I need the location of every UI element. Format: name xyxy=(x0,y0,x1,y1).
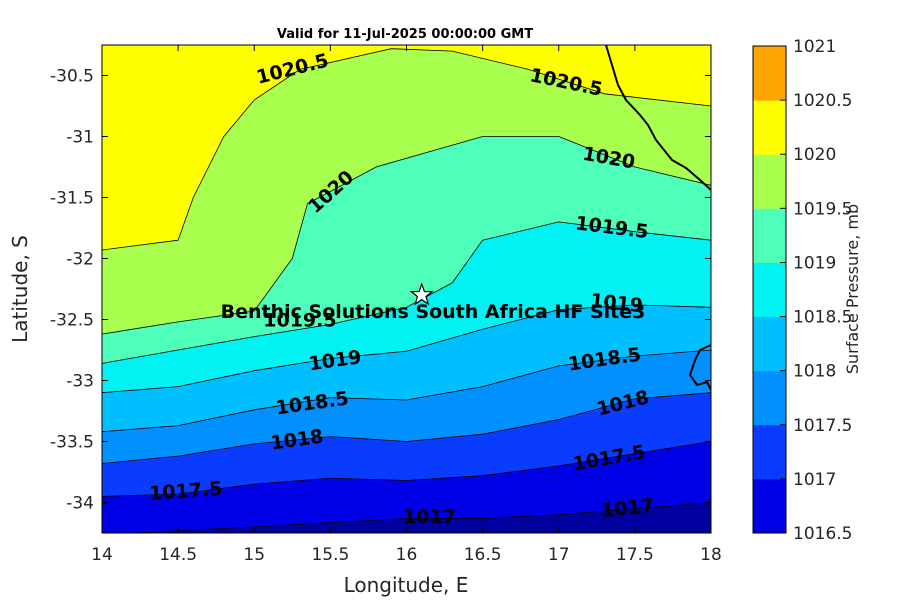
colorbar-swatch xyxy=(753,154,786,209)
y-tick-label: -32.5 xyxy=(50,311,94,331)
contour-label-1017.5: 1017.5 xyxy=(148,478,223,505)
contour-line-1020.5 xyxy=(102,48,711,251)
pressure-band-1020.5 xyxy=(102,45,711,250)
colorbar-swatch xyxy=(753,316,786,372)
y-tick-label: -31.5 xyxy=(50,189,94,209)
y-axis-label: Latitude, S xyxy=(8,235,32,343)
contour-line-1018 xyxy=(102,392,711,464)
y-tick-label: -30.5 xyxy=(50,67,94,87)
pressure-band-1020 xyxy=(102,45,711,335)
colorbar-tick-label: 1016.5 xyxy=(793,524,852,544)
colorbar-tick-label: 1017 xyxy=(793,470,836,490)
contour-line-1017.5 xyxy=(102,441,711,497)
colorbar-tick-label: 1019 xyxy=(793,253,836,273)
plot-area: 1017 10171017.51017.5101810181018.51018.5… xyxy=(102,45,711,533)
x-tick-label: 17 xyxy=(548,545,570,565)
contour-line-1020 xyxy=(102,136,711,335)
contour-lines xyxy=(102,48,711,533)
colorbar: 1021 1020.5 1020 1019.5 1019 1018.5 1018 1017.5… xyxy=(752,37,852,544)
pressure-bands xyxy=(102,45,711,533)
y-tick-label: -33.5 xyxy=(50,433,94,453)
y-tick-label: -33 xyxy=(66,372,94,392)
contour-line-1018.5 xyxy=(102,349,711,433)
colorbar-frame xyxy=(752,45,787,534)
contour-label-1019.5: 1019.5 xyxy=(263,310,336,332)
y-tick-label: -31 xyxy=(66,128,94,148)
y-tick-label: -34 xyxy=(66,494,94,514)
colorbar-tick-label: 1020.5 xyxy=(793,91,852,111)
x-tick-label: 15 xyxy=(243,545,265,565)
coastline xyxy=(605,45,711,391)
contour-line-1019.5 xyxy=(102,221,711,364)
site-star-icon xyxy=(409,282,434,306)
colorbar-swatch xyxy=(753,370,786,426)
x-tick-label: 17.5 xyxy=(616,545,654,565)
colorbar-tick-label: 1020 xyxy=(793,145,836,165)
x-tick-label: 14 xyxy=(91,545,113,565)
x-tick-label: 18 xyxy=(700,545,722,565)
colorbar-tick-label: 1021 xyxy=(793,37,836,57)
colorbar-tick-label: 1018 xyxy=(793,362,836,382)
colorbar-tick-label: 1019.5 xyxy=(793,199,852,219)
site-marker: Benthic Solutions South Africa HF Site3 xyxy=(221,282,646,323)
site-label: Benthic Solutions South Africa HF Site3 xyxy=(221,301,646,323)
colorbar-swatch xyxy=(753,478,786,534)
colorbar-swatch xyxy=(753,100,786,155)
colorbar-tick-label: 1018.5 xyxy=(793,308,852,328)
contour-line-1019 xyxy=(102,304,711,394)
colorbar-swatch xyxy=(753,262,786,318)
colorbar-tick-label: 1017.5 xyxy=(793,416,852,436)
y-axis: -30.5 -31 -31.5 -32 -32.5 -33 -33.5 -34 xyxy=(50,67,711,514)
x-axis-label: Longitude, E xyxy=(344,573,469,597)
colorbar-swatch xyxy=(753,208,786,263)
colorbar-swatch xyxy=(753,424,786,480)
colorbar-swatch xyxy=(753,46,786,101)
x-tick-label: 15.5 xyxy=(311,545,349,565)
x-tick-label: 16 xyxy=(396,545,418,565)
contour-label-1019: 1019 xyxy=(589,290,644,317)
y-tick-label: -32 xyxy=(66,250,94,270)
x-axis: 14 14.5 15 15.5 16 16.5 17 17.5 18 xyxy=(91,45,722,565)
x-tick-label: 16.5 xyxy=(464,545,502,565)
chart-title: Valid for 11-Jul-2025 00:00:00 GMT xyxy=(277,27,533,42)
x-tick-label: 14.5 xyxy=(159,545,197,565)
colorbar-label: Surface Pressure, mb xyxy=(843,204,862,374)
contour-label-1017: 1017 xyxy=(403,506,456,528)
contour-line-1017 xyxy=(132,502,711,533)
contour-label-1017: 1017 xyxy=(600,495,655,522)
